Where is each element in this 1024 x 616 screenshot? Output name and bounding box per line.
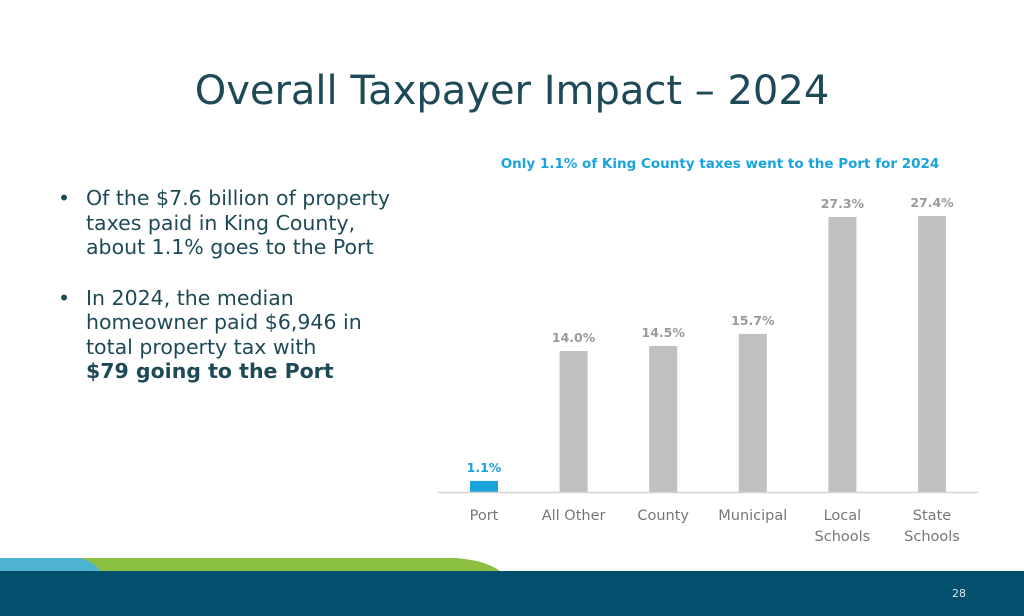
bar	[649, 345, 678, 492]
bullet-text: Of the $7.6 billion of property taxes pa…	[86, 186, 391, 259]
x-tick-label: Local	[824, 508, 862, 524]
footer-bar: 28	[0, 571, 1024, 616]
footer-wave-decoration	[0, 558, 500, 571]
x-tick-label: Schools	[815, 529, 871, 545]
data-label: 14.0%	[552, 330, 596, 345]
bar-chart: 1.1% Port 14.0% All Other 14.5% County 15.7% Mu…	[438, 195, 978, 545]
bar	[470, 480, 498, 492]
bullet-text: In 2024, the median homeowner paid $6,94…	[86, 285, 362, 359]
slide-title: Overall Taxpayer Impact – 2024	[194, 68, 830, 114]
x-tick-label: Port	[470, 508, 499, 524]
bar	[738, 333, 767, 492]
data-label: 1.1%	[467, 460, 502, 475]
bar	[828, 217, 857, 492]
x-tick-label: Municipal	[718, 508, 787, 524]
x-tick-label: County	[637, 508, 689, 524]
x-tick-label: Schools	[904, 529, 960, 545]
x-tick-label: State	[913, 508, 951, 524]
bullet-list: Of the $7.6 billion of property taxes pa…	[58, 186, 398, 410]
data-label: 27.4%	[910, 195, 954, 210]
data-label: 27.3%	[821, 196, 865, 211]
bar	[918, 216, 946, 492]
bullet-item: Of the $7.6 billion of property taxes pa…	[58, 186, 398, 260]
bar	[559, 350, 588, 492]
page-number: 28	[952, 587, 966, 600]
bullet-item: In 2024, the median homeowner paid $6,94…	[58, 286, 398, 384]
chart-title: Only 1.1% of King County taxes went to t…	[500, 156, 940, 172]
bullet-bold-text: $79 going to the Port	[86, 359, 334, 383]
x-tick-label: All Other	[542, 508, 606, 524]
data-label: 15.7%	[731, 313, 775, 328]
data-label: 14.5%	[642, 325, 686, 340]
